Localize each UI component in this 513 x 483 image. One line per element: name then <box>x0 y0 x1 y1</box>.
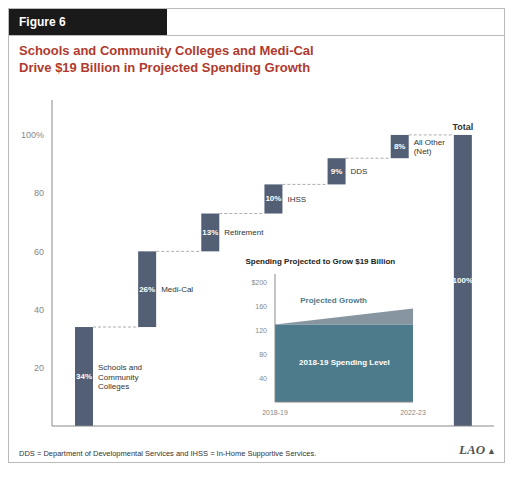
html-text:DDS = Department of Developmen: DDS = Department of Developmental Servic… <box>19 449 317 458</box>
html-text:Schools and Community Colleges: Schools and Community Colleges and Medi-… <box>19 43 314 58</box>
svg-text:100%: 100% <box>453 276 473 285</box>
svg-text:2018-19: 2018-19 <box>263 409 289 416</box>
svg-text:160: 160 <box>256 303 268 310</box>
html-text:LAO▲: LAO▲ <box>459 442 496 457</box>
svg-text:120: 120 <box>256 327 268 334</box>
svg-text:26%: 26% <box>139 285 155 294</box>
svg-text:Medi-Cal: Medi-Cal <box>161 285 193 294</box>
html-text:Spending Projected to Grow $19: Spending Projected to Grow $19 Billion <box>245 257 396 266</box>
svg-text:80: 80 <box>260 351 268 358</box>
svg-text:Retirement: Retirement <box>224 228 264 237</box>
html-text:Projected Growth: Projected Growth <box>300 295 367 305</box>
svg-text:8%: 8% <box>394 142 406 151</box>
html-text:2018-19 Spending Level: 2018-19 Spending Level <box>299 358 390 368</box>
svg-text:40: 40 <box>34 305 44 315</box>
svg-text:13%: 13% <box>202 228 218 237</box>
svg-text:DDS: DDS <box>351 167 368 176</box>
svg-text:20: 20 <box>34 363 44 373</box>
svg-text:Schools andCommunityColleges: Schools andCommunityColleges <box>98 363 142 390</box>
svg-text:10%: 10% <box>265 194 281 203</box>
svg-text:All Other(Net): All Other(Net) <box>414 137 445 155</box>
svg-text:$200: $200 <box>252 279 268 286</box>
html-text:Drive $19 Billion in Projected: Drive $19 Billion in Projected Spending … <box>19 60 311 75</box>
svg-text:60: 60 <box>34 247 44 257</box>
svg-text:40: 40 <box>260 375 268 382</box>
svg-text:IHSS: IHSS <box>287 194 306 203</box>
svg-text:80: 80 <box>34 188 44 198</box>
svg-text:9%: 9% <box>331 167 343 176</box>
svg-text:2022-23: 2022-23 <box>401 409 427 416</box>
svg-text:Total: Total <box>452 122 473 132</box>
html-text:Figure 6: Figure 6 <box>19 15 66 29</box>
svg-text:34%: 34% <box>76 372 92 381</box>
svg-text:100%: 100% <box>21 130 44 140</box>
